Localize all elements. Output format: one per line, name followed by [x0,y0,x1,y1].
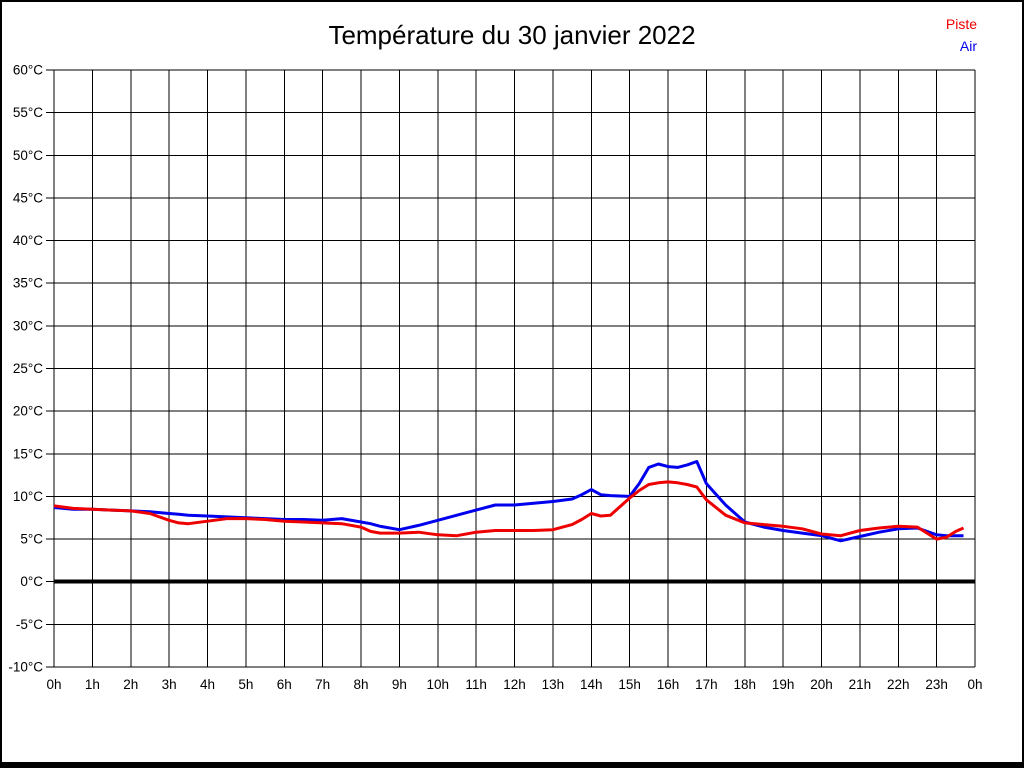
grid [46,69,976,668]
x-tick-label: 6h [277,677,292,692]
y-tick-label: 40°C [13,233,43,248]
chart-legend: Piste Air [946,13,977,57]
y-tick-label: 30°C [13,318,43,333]
x-tick-label: 11h [465,677,487,692]
x-tick-label: 22h [887,677,910,692]
y-tick-label: 55°C [13,105,43,120]
y-tick-label: 0°C [20,574,43,589]
series-line-air [53,460,964,543]
x-tick-label: 1h [85,677,100,692]
x-tick-label: 0h [967,677,982,692]
legend-item-air: Air [959,38,977,54]
y-tick-label: 50°C [13,148,43,163]
x-tick-label: 21h [849,677,872,692]
x-tick-label: 17h [695,677,718,692]
x-tick-label: 9h [392,677,407,692]
y-tick-label: -10°C [8,660,43,675]
y-tick-label: 35°C [13,276,43,291]
y-tick-label: 10°C [13,489,43,504]
x-tick-label: 2h [123,677,138,692]
x-tick-label: 23h [925,677,948,692]
y-tick-label: -5°C [16,617,43,632]
x-tick-label: 15h [618,677,641,692]
x-tick-label: 20h [810,677,833,692]
x-tick-label: 7h [315,677,330,692]
x-tick-label: 0h [46,677,61,692]
x-tick-label: 19h [772,677,795,692]
x-tick-label: 8h [353,677,368,692]
tick-labels: 60°C 55°C 50°C 45°C 40°C 35°C 30°C 25°C 20°C 15°C… [8,63,982,693]
x-tick-label: 13h [542,677,565,692]
y-tick-label: 20°C [13,404,43,419]
x-tick-label: 16h [657,677,680,692]
x-tick-label: 3h [162,677,177,692]
y-tick-label: 15°C [13,446,43,461]
x-tick-label: 12h [503,677,526,692]
y-tick-label: 45°C [13,190,43,205]
legend-item-piste: Piste [945,16,977,32]
series-line-piste [53,480,965,541]
x-tick-label: 5h [238,677,253,692]
y-tick-label: 60°C [13,63,43,78]
x-tick-label: 10h [426,677,449,692]
x-tick-label: 4h [200,677,215,692]
x-tick-label: 14h [580,677,603,692]
y-tick-label: 5°C [20,532,43,547]
chart-title: Température du 30 janvier 2022 [328,20,696,50]
bottom-border-bar [2,762,1022,766]
y-tick-label: 25°C [13,361,43,376]
x-tick-label: 18h [733,677,756,692]
